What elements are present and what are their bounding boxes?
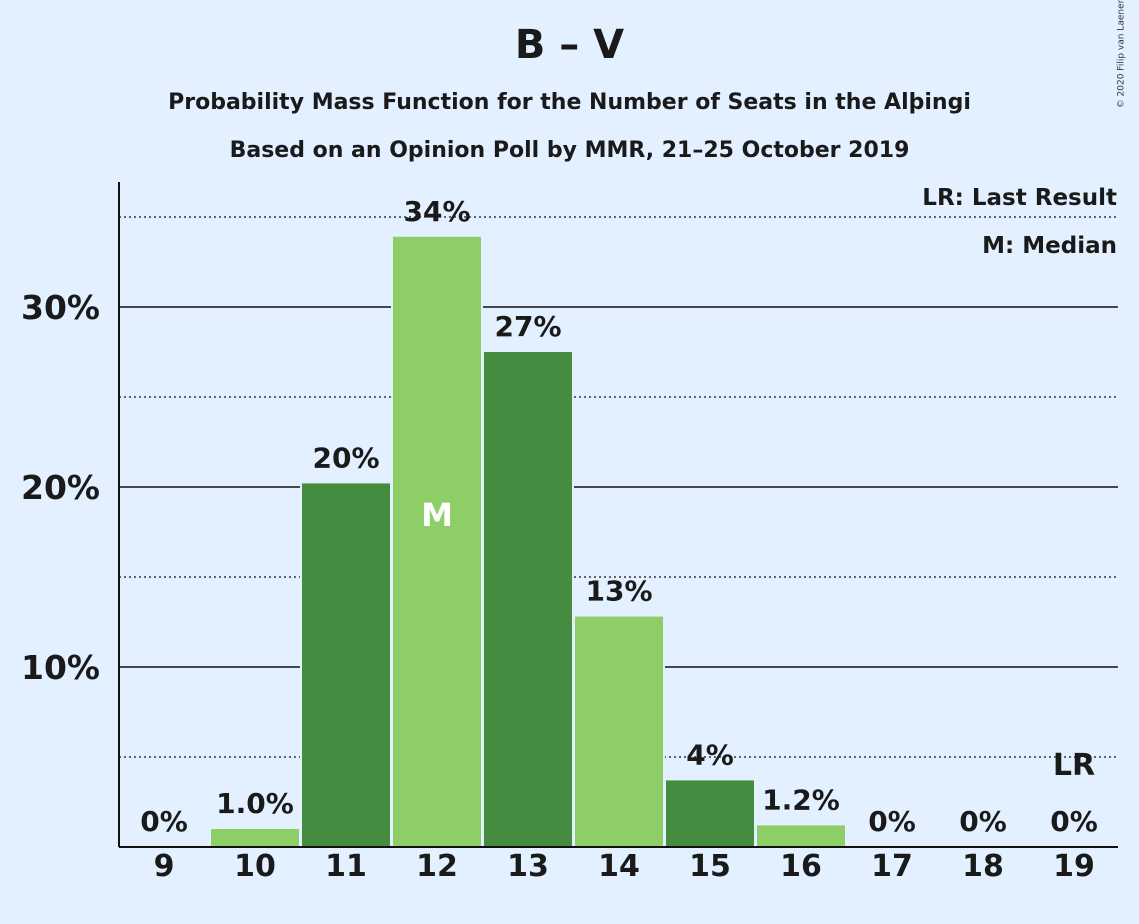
x-tick-label: 9 (154, 849, 175, 884)
x-tick-label: 10 (234, 849, 276, 884)
legend-median: M: Median (982, 233, 1117, 259)
y-tick-label: 20% (21, 468, 100, 507)
x-tick-label: 11 (325, 849, 367, 884)
data-label: 13% (585, 575, 652, 608)
y-tick-label: 30% (21, 288, 100, 327)
y-tick-label: 10% (21, 648, 100, 687)
data-label: 0% (1050, 805, 1098, 838)
data-label: 0% (140, 805, 188, 838)
data-label: 0% (868, 805, 916, 838)
data-label: 1.2% (762, 783, 840, 816)
data-label: 1.0% (216, 787, 294, 820)
chart-subtitle-poll: Based on an Opinion Poll by MMR, 21–25 O… (229, 138, 910, 163)
bar (757, 825, 845, 847)
bar (302, 483, 390, 847)
x-tick-label: 17 (871, 849, 913, 884)
x-tick-label: 16 (780, 849, 822, 884)
data-label: 0% (959, 805, 1007, 838)
bar (393, 236, 481, 848)
x-tick-label: 15 (689, 849, 731, 884)
bar (575, 616, 663, 847)
x-tick-label: 18 (962, 849, 1004, 884)
x-tick-label: 19 (1053, 849, 1095, 884)
bar (211, 829, 299, 847)
median-marker: M (421, 496, 453, 534)
chart-title: B – V (514, 22, 625, 68)
data-label: 27% (494, 310, 561, 343)
x-tick-label: 14 (598, 849, 640, 884)
data-label: 4% (686, 738, 734, 771)
bar (666, 780, 754, 847)
x-tick-label: 13 (507, 849, 549, 884)
x-tick-label: 12 (416, 849, 458, 884)
legend-last-result: LR: Last Result (922, 185, 1117, 211)
chart-subtitle: Probability Mass Function for the Number… (168, 90, 971, 115)
data-label: 20% (312, 441, 379, 474)
data-label: 34% (403, 195, 470, 228)
last-result-marker: LR (1053, 748, 1095, 783)
bar (484, 352, 572, 847)
